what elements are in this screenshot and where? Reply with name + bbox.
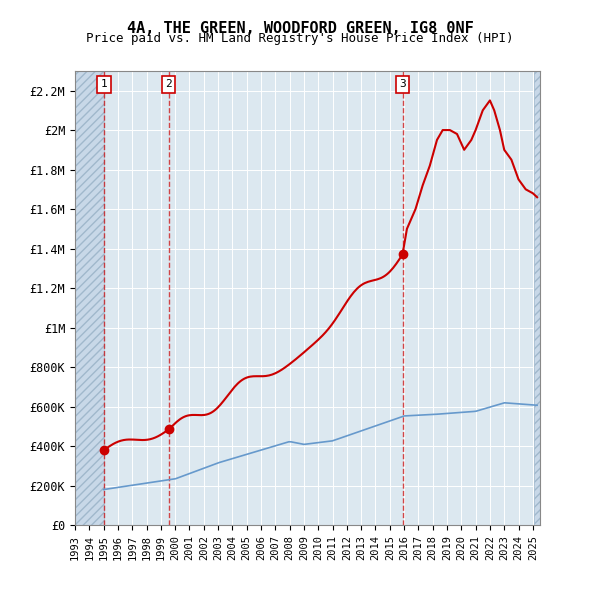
Text: 2: 2 [165,80,172,90]
Bar [533,71,540,525]
Text: 4A, THE GREEN, WOODFORD GREEN, IG8 0NF: 4A, THE GREEN, WOODFORD GREEN, IG8 0NF [127,21,473,35]
Text: 3: 3 [399,80,406,90]
Text: 1: 1 [101,80,107,90]
Bar [75,71,104,525]
Text: Price paid vs. HM Land Registry's House Price Index (HPI): Price paid vs. HM Land Registry's House … [86,32,514,45]
